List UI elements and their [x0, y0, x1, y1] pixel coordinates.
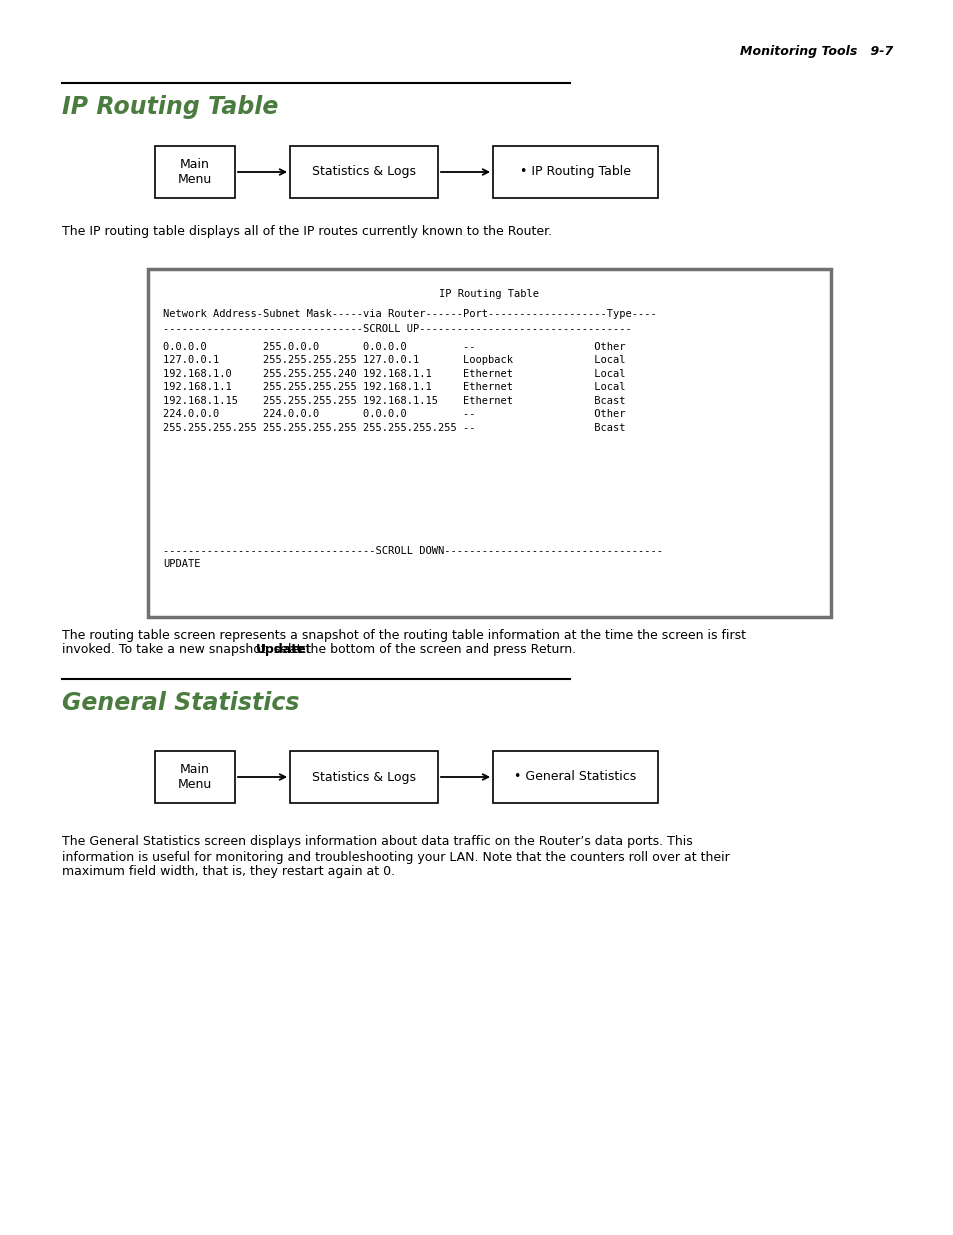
Text: information is useful for monitoring and troubleshooting your LAN. Note that the: information is useful for monitoring and… — [62, 851, 729, 863]
Text: IP Routing Table: IP Routing Table — [439, 289, 539, 299]
Text: • IP Routing Table: • IP Routing Table — [519, 165, 630, 179]
Text: Main
Menu: Main Menu — [177, 763, 212, 790]
Text: Monitoring Tools   9-7: Monitoring Tools 9-7 — [739, 46, 892, 58]
Bar — [493, 146, 658, 198]
Text: 192.168.1.15    255.255.255.255 192.168.1.15    Ethernet             Bcast: 192.168.1.15 255.255.255.255 192.168.1.1… — [163, 395, 625, 405]
Text: Statistics & Logs: Statistics & Logs — [312, 771, 416, 783]
Text: Statistics & Logs: Statistics & Logs — [312, 165, 416, 179]
Text: UPDATE: UPDATE — [163, 559, 200, 569]
Text: Network Address-Subnet Mask-----via Router------Port-------------------Type----: Network Address-Subnet Mask-----via Rout… — [163, 309, 656, 320]
Text: IP Routing Table: IP Routing Table — [62, 95, 278, 119]
Text: --------------------------------SCROLL UP----------------------------------: --------------------------------SCROLL U… — [163, 324, 631, 335]
Text: General Statistics: General Statistics — [62, 692, 299, 715]
Text: 192.168.1.1     255.255.255.255 192.168.1.1     Ethernet             Local: 192.168.1.1 255.255.255.255 192.168.1.1 … — [163, 382, 625, 393]
Bar — [290, 146, 437, 198]
Text: 192.168.1.0     255.255.255.240 192.168.1.1     Ethernet             Local: 192.168.1.0 255.255.255.240 192.168.1.1 … — [163, 369, 625, 379]
Text: ----------------------------------SCROLL DOWN-----------------------------------: ----------------------------------SCROLL… — [163, 546, 662, 556]
Text: The routing table screen represents a snapshot of the routing table information : The routing table screen represents a sn… — [62, 629, 745, 641]
Text: maximum field width, that is, they restart again at 0.: maximum field width, that is, they resta… — [62, 866, 395, 878]
Text: • General Statistics: • General Statistics — [514, 771, 636, 783]
Text: The General Statistics screen displays information about data traffic on the Rou: The General Statistics screen displays i… — [62, 836, 692, 848]
Text: 255.255.255.255 255.255.255.255 255.255.255.255 --                   Bcast: 255.255.255.255 255.255.255.255 255.255.… — [163, 422, 625, 432]
Text: Update: Update — [255, 643, 306, 657]
Bar — [154, 146, 234, 198]
Bar — [154, 751, 234, 803]
Bar — [148, 269, 830, 618]
Text: 224.0.0.0       224.0.0.0       0.0.0.0         --                   Other: 224.0.0.0 224.0.0.0 0.0.0.0 -- Other — [163, 409, 625, 419]
Text: 127.0.0.1       255.255.255.255 127.0.0.1       Loopback             Local: 127.0.0.1 255.255.255.255 127.0.0.1 Loop… — [163, 356, 625, 366]
Text: The IP routing table displays all of the IP routes currently known to the Router: The IP routing table displays all of the… — [62, 226, 552, 238]
Bar — [290, 751, 437, 803]
Text: invoked. To take a new snapshot, select: invoked. To take a new snapshot, select — [62, 643, 314, 657]
Bar — [493, 751, 658, 803]
Text: at the bottom of the screen and press Return.: at the bottom of the screen and press Re… — [285, 643, 576, 657]
Text: 0.0.0.0         255.0.0.0       0.0.0.0         --                   Other: 0.0.0.0 255.0.0.0 0.0.0.0 -- Other — [163, 342, 625, 352]
Text: Main
Menu: Main Menu — [177, 158, 212, 186]
